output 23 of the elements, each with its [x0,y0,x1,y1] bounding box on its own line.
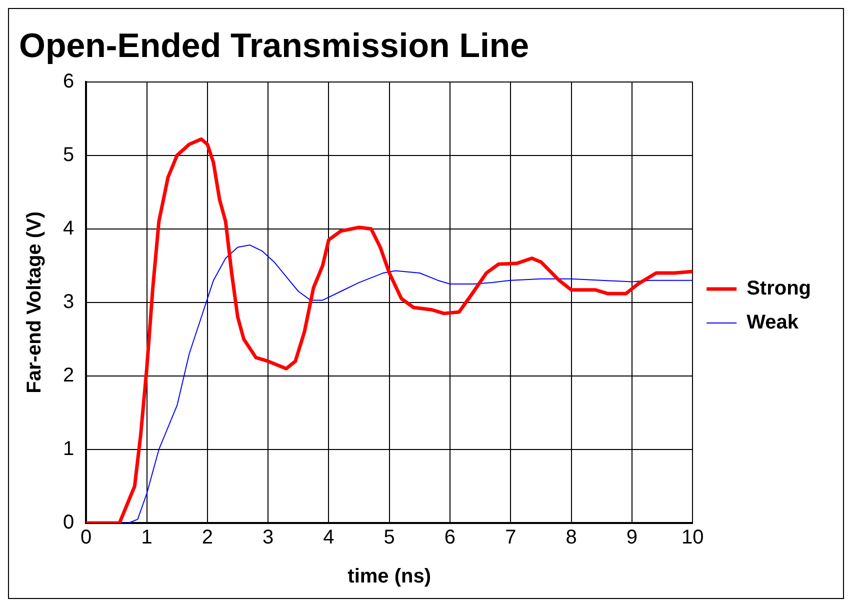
x-tick-label: 0 [80,526,92,549]
x-tick-label: 3 [262,526,274,549]
x-tick-label: 8 [566,526,577,549]
x-tick-label: 4 [323,526,334,549]
y-axis-title: Far-end Voltage (V) [24,211,46,394]
y-tick-label: 3 [63,290,74,313]
x-tick-label: 7 [505,526,516,549]
y-tick-label: 1 [63,438,74,460]
y-tick-label: 0 [63,512,74,534]
x-tick-label: 5 [384,526,395,549]
y-tick-label: 2 [63,364,74,386]
x-tick-label: 9 [626,526,638,549]
legend-label: Weak [746,312,800,334]
chart-title: Open-Ended Transmission Line [19,26,530,65]
x-tick-label: 1 [141,526,152,549]
x-tick-label: 6 [444,526,456,549]
x-axis-title: time (ns) [348,566,432,588]
y-tick-label: 5 [63,144,74,166]
y-tick-label: 4 [63,217,74,240]
legend-label: Strong [746,278,812,300]
y-tick-label: 6 [63,70,74,92]
x-tick-label: 2 [202,526,213,549]
x-tick-label: 10 [681,526,704,549]
